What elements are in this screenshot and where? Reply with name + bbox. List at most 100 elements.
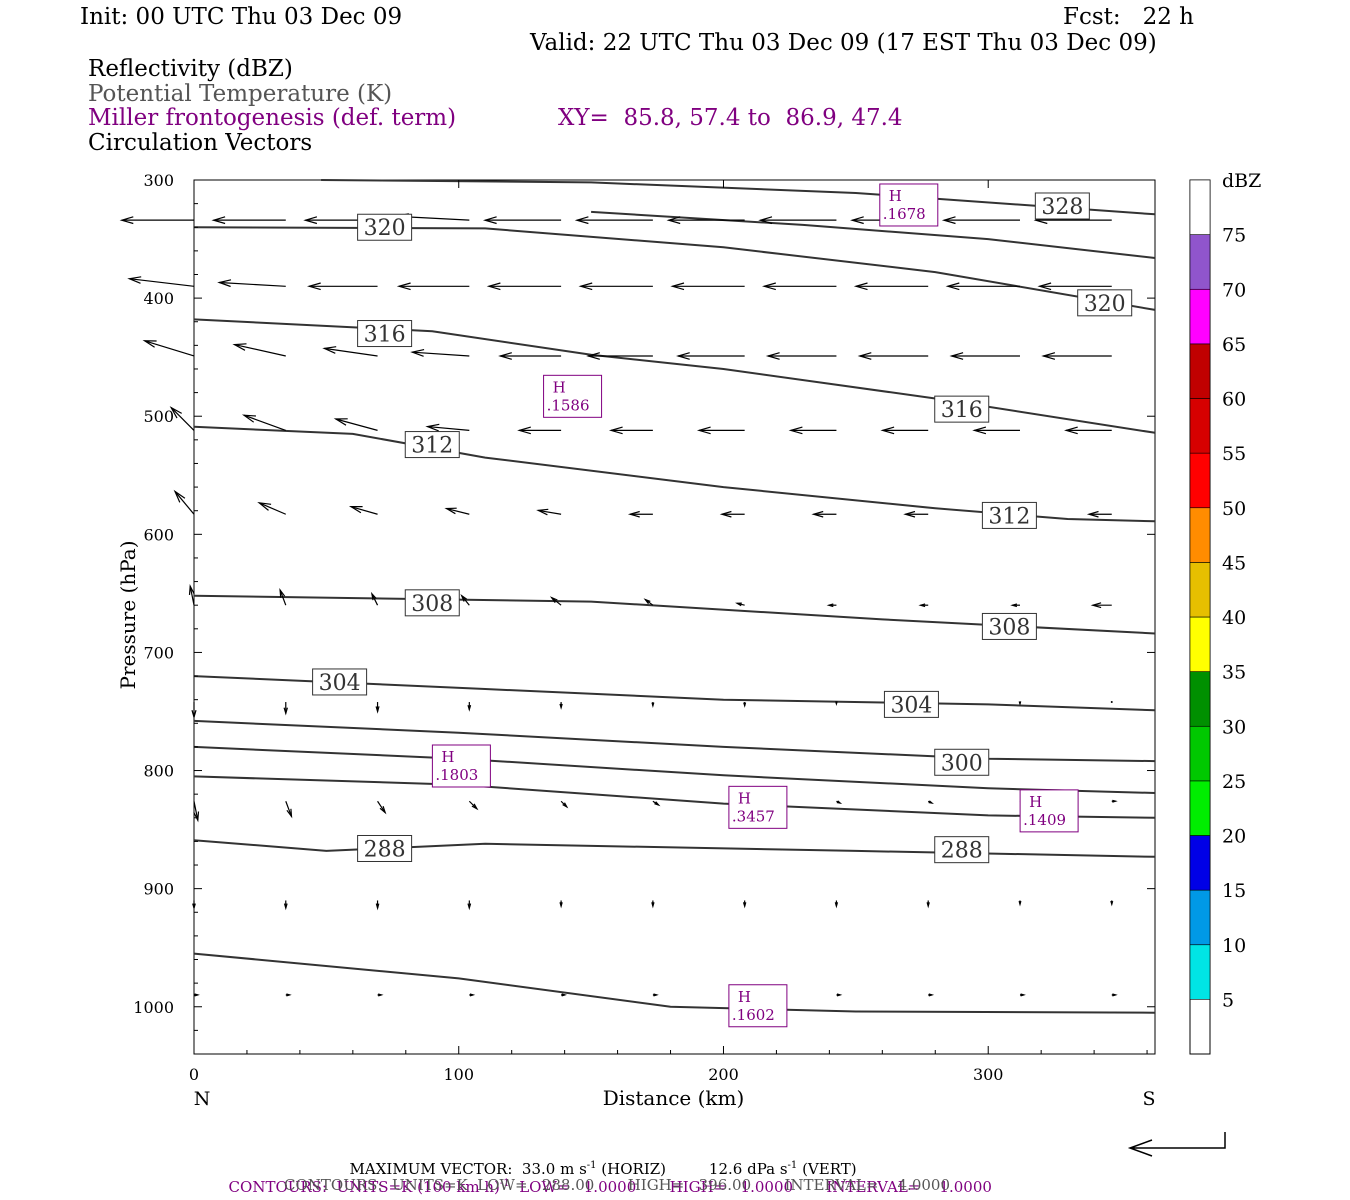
y-tick-label: 800 xyxy=(143,762,174,781)
y-tick-label: 600 xyxy=(143,525,174,544)
vector-head xyxy=(425,423,440,432)
vector-head xyxy=(903,510,916,518)
y-tick-label: 500 xyxy=(143,407,174,426)
contour-label-box xyxy=(883,690,939,718)
contour-label: 328 xyxy=(1041,195,1083,220)
vector-head xyxy=(654,801,661,807)
vector-shaft xyxy=(258,502,287,515)
y-tick-label: 300 xyxy=(143,171,174,190)
vector-head xyxy=(1041,352,1056,360)
vector-shaft xyxy=(243,414,286,431)
vector-head xyxy=(307,282,321,291)
vector-head xyxy=(586,352,600,360)
vector-head xyxy=(471,803,479,811)
contour-label: 312 xyxy=(988,504,1030,529)
vector-head xyxy=(941,216,956,225)
vector-head xyxy=(375,706,380,714)
x-tick-label: 0 xyxy=(189,1065,199,1084)
contour-label-box xyxy=(1034,192,1090,220)
vector-head xyxy=(279,587,286,598)
colorbar-segment xyxy=(1189,234,1211,290)
vector-head xyxy=(173,489,186,503)
vector-head xyxy=(1020,993,1026,997)
vector-head xyxy=(378,993,384,997)
y-tick-label: 400 xyxy=(143,289,174,308)
max-vector-sup1: -1 xyxy=(586,1160,597,1171)
y-tick-label: 1000 xyxy=(133,998,174,1017)
vector-head xyxy=(192,903,196,911)
field-circulation-vectors: Circulation Vectors xyxy=(88,130,313,156)
vector-head xyxy=(945,282,960,291)
colorbar-label: 45 xyxy=(1222,552,1246,574)
vector-head xyxy=(303,216,318,225)
contour-label: 308 xyxy=(988,615,1030,640)
vector-head xyxy=(836,800,843,805)
colorbar-segment xyxy=(1189,835,1211,891)
high-box xyxy=(431,744,491,788)
vector-shaft xyxy=(174,491,195,515)
vector-shaft xyxy=(335,418,378,431)
vector-shaft xyxy=(427,425,470,431)
colorbar-segment xyxy=(1189,452,1211,509)
vector-head xyxy=(651,702,655,709)
contour-label: 320 xyxy=(1084,292,1126,317)
colorbar-label: 40 xyxy=(1222,607,1246,629)
vector-head xyxy=(880,426,895,435)
vector-shaft xyxy=(285,801,293,817)
vector-head xyxy=(1037,282,1052,291)
y-axis-title: Pressure (hPa) xyxy=(116,541,140,690)
vector-head xyxy=(286,808,293,819)
high-value: .1602 xyxy=(732,1006,775,1024)
colorbar-segment xyxy=(1189,562,1211,618)
vector-head xyxy=(643,598,651,605)
theta-contour-line xyxy=(591,210,1156,259)
vector-head xyxy=(758,216,773,225)
vector-head xyxy=(482,216,497,225)
vector-head xyxy=(762,282,776,291)
init-time: Init: 00 UTC Thu 03 Dec 09 xyxy=(80,4,403,30)
vector-head xyxy=(928,800,934,805)
vector-head xyxy=(788,426,803,435)
vector-shaft xyxy=(170,407,195,431)
contour-label: 288 xyxy=(941,839,983,864)
theta-contour-info: CONTOURS: UNITS=K LOW= 288.00 HIGH= 396.… xyxy=(284,1176,950,1194)
colorbar-label: 25 xyxy=(1222,771,1246,793)
reference-arrow xyxy=(1127,1132,1226,1157)
max-vector-a: MAXIMUM VECTOR: 33.0 m s xyxy=(349,1160,587,1178)
vector-head xyxy=(578,282,593,291)
max-vector-text: MAXIMUM VECTOR: 33.0 m s-1 (HORIZ) 12.6 … xyxy=(340,1139,857,1178)
cross-section-endpoints: XY= 85.8, 57.4 to 86.9, 47.4 xyxy=(558,105,903,131)
high-box xyxy=(879,183,939,227)
vector-head xyxy=(486,282,501,291)
vector-shaft xyxy=(144,340,195,357)
contour-label: 320 xyxy=(364,216,406,241)
colorbar-segment xyxy=(1189,179,1211,235)
high-value: .1803 xyxy=(435,766,478,784)
contour-label: 304 xyxy=(319,671,361,696)
vector-head xyxy=(949,352,964,360)
contour-label-box xyxy=(357,213,413,241)
contours1-sup: -1 xyxy=(499,1178,510,1189)
vector-head xyxy=(348,506,363,514)
vector-shaft xyxy=(189,586,195,606)
colorbar-segment xyxy=(1189,780,1211,836)
vector-head xyxy=(1018,701,1022,706)
vector-head xyxy=(460,594,468,602)
vector-head xyxy=(559,703,563,710)
vector-head xyxy=(217,279,232,288)
vector-head xyxy=(1064,426,1078,435)
vector-head xyxy=(826,603,834,608)
vector-shaft xyxy=(219,281,286,287)
vector-head xyxy=(653,993,659,997)
vector-head xyxy=(926,902,930,909)
vector-head xyxy=(574,216,589,225)
field-frontogenesis: Miller frontogenesis (def. term) xyxy=(88,105,457,131)
y-tick-label: 700 xyxy=(143,643,174,662)
contour-label: 312 xyxy=(411,434,453,459)
high-value: .1678 xyxy=(883,205,926,223)
vector-head xyxy=(743,702,747,708)
vector-head xyxy=(498,352,512,360)
colorbar-label: 5 xyxy=(1222,989,1234,1011)
contour-label-box xyxy=(981,612,1037,640)
